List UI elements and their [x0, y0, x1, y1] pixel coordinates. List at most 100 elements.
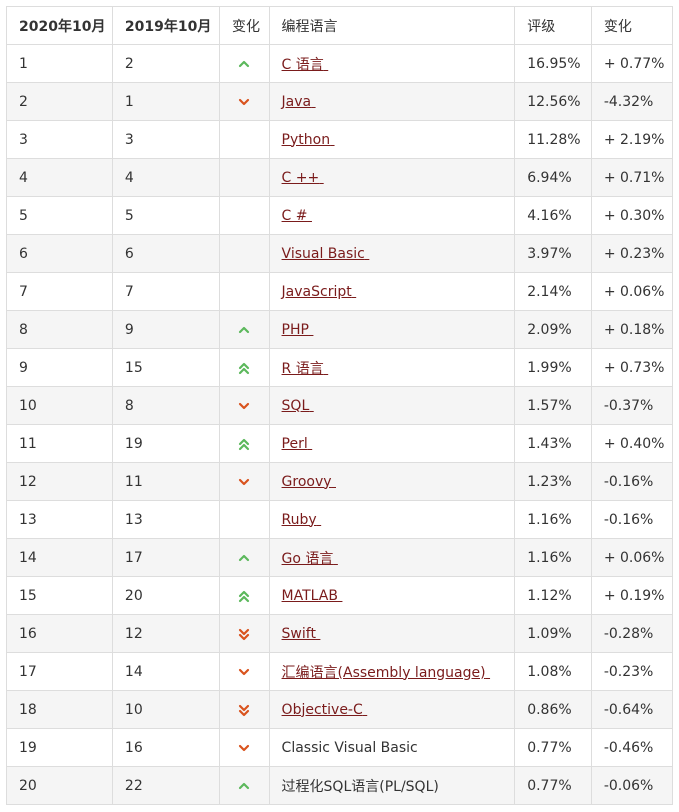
- table-row: 8 9 PHP 2.09% + 0.18%: [6, 310, 674, 349]
- language-cell: Java: [268, 82, 516, 121]
- language-link[interactable]: SQL: [281, 397, 310, 414]
- rank-2020-cell: 11: [6, 424, 113, 463]
- rating-cell: 16.95%: [514, 44, 592, 83]
- trend-cell: [218, 538, 270, 577]
- language-cell: Ruby: [268, 500, 516, 539]
- header-language: 编程语言: [268, 6, 516, 45]
- language-name: 过程化SQL语言(PL/SQL): [281, 778, 439, 795]
- change-cell: -0.16%: [590, 462, 674, 501]
- rank-2019-cell: 16: [111, 728, 220, 767]
- rating-cell: 1.16%: [514, 500, 592, 539]
- change-cell: + 0.71%: [590, 158, 674, 197]
- table-row: 19 16 Classic Visual Basic 0.77% -0.46%: [6, 728, 674, 767]
- rating-cell: 2.09%: [514, 310, 592, 349]
- language-cell: SQL: [268, 386, 516, 425]
- language-link[interactable]: Python: [281, 131, 331, 148]
- rank-2020-cell: 5: [6, 196, 113, 235]
- trend-cell: [218, 158, 270, 197]
- arrow-up-icon: [237, 550, 251, 566]
- rank-2020-cell: 2: [6, 82, 113, 121]
- rating-cell: 12.56%: [514, 82, 592, 121]
- rating-cell: 0.77%: [514, 728, 592, 767]
- language-cell: Python: [268, 120, 516, 159]
- language-link[interactable]: C #: [281, 207, 308, 224]
- language-link[interactable]: R 语言: [281, 360, 324, 377]
- rank-2019-cell: 8: [111, 386, 220, 425]
- table-row: 6 6 Visual Basic 3.97% + 0.23%: [6, 234, 674, 273]
- rank-2019-cell: 15: [111, 348, 220, 387]
- rank-2019-cell: 1: [111, 82, 220, 121]
- rank-2020-cell: 6: [6, 234, 113, 273]
- language-link[interactable]: PHP: [281, 321, 309, 338]
- language-link[interactable]: Go 语言: [281, 550, 334, 567]
- rank-2020-cell: 7: [6, 272, 113, 311]
- language-link[interactable]: C 语言: [281, 56, 324, 73]
- rating-cell: 0.77%: [514, 766, 592, 805]
- trend-cell: [218, 310, 270, 349]
- rank-2020-cell: 18: [6, 690, 113, 729]
- rank-2019-cell: 22: [111, 766, 220, 805]
- rating-cell: 1.12%: [514, 576, 592, 615]
- trend-cell: [218, 728, 270, 767]
- double-arrow-up-icon: [237, 360, 251, 376]
- rank-2019-cell: 13: [111, 500, 220, 539]
- language-link[interactable]: Objective-C: [281, 701, 363, 718]
- rating-cell: 1.23%: [514, 462, 592, 501]
- language-link[interactable]: 汇编语言(Assembly language): [281, 664, 486, 681]
- rating-cell: 2.14%: [514, 272, 592, 311]
- rank-2019-cell: 14: [111, 652, 220, 691]
- rank-2019-cell: 17: [111, 538, 220, 577]
- trend-cell: [218, 766, 270, 805]
- header-rank-2019: 2019年10月: [111, 6, 220, 45]
- table-row: 14 17 Go 语言 1.16% + 0.06%: [6, 538, 674, 577]
- rating-cell: 1.16%: [514, 538, 592, 577]
- rank-2019-cell: 9: [111, 310, 220, 349]
- rating-cell: 1.08%: [514, 652, 592, 691]
- rank-2019-cell: 20: [111, 576, 220, 615]
- rank-2020-cell: 16: [6, 614, 113, 653]
- change-cell: + 0.18%: [590, 310, 674, 349]
- double-arrow-up-icon: [237, 588, 251, 604]
- rank-2019-cell: 4: [111, 158, 220, 197]
- language-link[interactable]: Perl: [281, 435, 308, 452]
- language-link[interactable]: Groovy: [281, 473, 332, 490]
- change-cell: + 0.06%: [590, 538, 674, 577]
- change-cell: -0.46%: [590, 728, 674, 767]
- header-rating: 评级: [514, 6, 592, 45]
- language-cell: PHP: [268, 310, 516, 349]
- table-row: 17 14 汇编语言(Assembly language) 1.08% -0.23%: [6, 652, 674, 691]
- table-row: 3 3 Python 11.28% + 2.19%: [6, 120, 674, 159]
- language-link[interactable]: Swift: [281, 625, 316, 642]
- language-link[interactable]: Visual Basic: [281, 245, 365, 262]
- rank-2020-cell: 13: [6, 500, 113, 539]
- change-cell: -0.23%: [590, 652, 674, 691]
- rating-cell: 0.86%: [514, 690, 592, 729]
- language-cell: C #: [268, 196, 516, 235]
- language-link[interactable]: C ++: [281, 169, 320, 186]
- language-link[interactable]: Java: [281, 93, 312, 110]
- language-link[interactable]: Ruby: [281, 511, 317, 528]
- language-cell: Visual Basic: [268, 234, 516, 273]
- change-cell: + 0.19%: [590, 576, 674, 615]
- table-row: 9 15 R 语言 1.99% + 0.73%: [6, 348, 674, 387]
- language-link[interactable]: MATLAB: [281, 587, 338, 604]
- trend-cell: [218, 120, 270, 159]
- language-link[interactable]: JavaScript: [281, 283, 352, 300]
- rank-2020-cell: 9: [6, 348, 113, 387]
- rank-2020-cell: 15: [6, 576, 113, 615]
- rank-2020-cell: 14: [6, 538, 113, 577]
- arrow-down-icon: [237, 398, 251, 414]
- trend-cell: [218, 500, 270, 539]
- change-cell: -0.64%: [590, 690, 674, 729]
- language-cell: Swift: [268, 614, 516, 653]
- rating-cell: 4.16%: [514, 196, 592, 235]
- trend-cell: [218, 690, 270, 729]
- language-cell: Go 语言: [268, 538, 516, 577]
- trend-cell: [218, 82, 270, 121]
- change-cell: -0.28%: [590, 614, 674, 653]
- table-row: 18 10 Objective-C 0.86% -0.64%: [6, 690, 674, 729]
- language-name: Classic Visual Basic: [281, 739, 418, 756]
